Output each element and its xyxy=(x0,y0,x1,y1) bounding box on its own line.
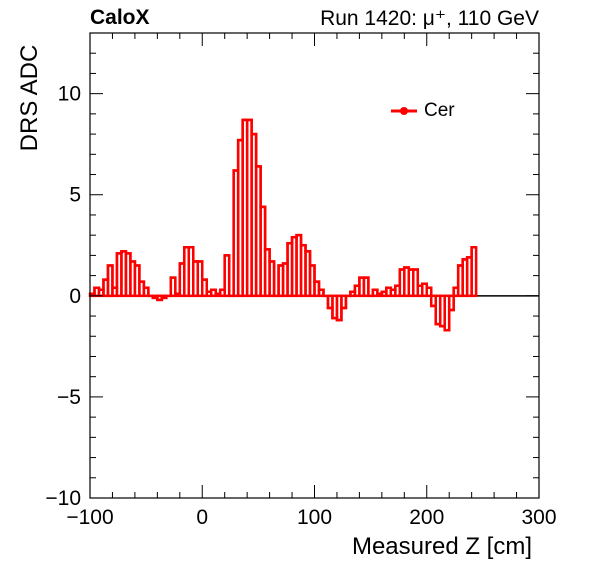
histogram-bin xyxy=(470,246,478,298)
run-info-label: Run 1420: μ⁺, 110 GeV xyxy=(320,7,539,30)
y-tick-label: −10 xyxy=(45,487,81,510)
x-tick-label: −100 xyxy=(66,506,113,529)
legend-label-cer: Cer xyxy=(424,100,455,121)
legend: Cer xyxy=(390,100,455,122)
histogram-bin xyxy=(160,294,168,300)
histogram-bin xyxy=(340,294,348,310)
x-tick-label: 0 xyxy=(196,506,208,529)
x-axis-title: Measured Z [cm] xyxy=(351,533,532,560)
histogram-bin xyxy=(268,260,276,298)
x-tick-label: 300 xyxy=(521,506,556,529)
histogram-bin xyxy=(169,276,177,298)
series-layer xyxy=(88,118,478,332)
y-tick-label: −5 xyxy=(57,386,81,409)
histogram-bin xyxy=(425,286,433,298)
histogram-bin xyxy=(223,254,231,298)
histogram-bin xyxy=(447,294,455,312)
histogram-bin xyxy=(412,268,420,298)
series-line-cer xyxy=(90,118,477,332)
legend-swatch-cer xyxy=(391,107,417,115)
y-tick-label: 0 xyxy=(69,285,81,308)
y-axis-title: DRS ADC xyxy=(16,44,43,152)
x-tick-label: 200 xyxy=(409,506,444,529)
histogram-bin xyxy=(362,276,370,298)
y-tick-label: 10 xyxy=(58,83,81,106)
x-axis: −100 0 100 200 300 xyxy=(66,33,557,529)
x-tick-label: 100 xyxy=(297,506,332,529)
histogram-bin xyxy=(317,288,325,298)
histogram-bin xyxy=(142,286,150,298)
y-axis: −10 −5 0 5 10 xyxy=(45,32,539,510)
y-tick-label: 5 xyxy=(69,184,81,207)
histogram-bin xyxy=(443,294,451,332)
experiment-label: CaloX xyxy=(90,6,150,29)
histogram-bin xyxy=(201,278,208,298)
histogram-bin xyxy=(106,264,114,298)
